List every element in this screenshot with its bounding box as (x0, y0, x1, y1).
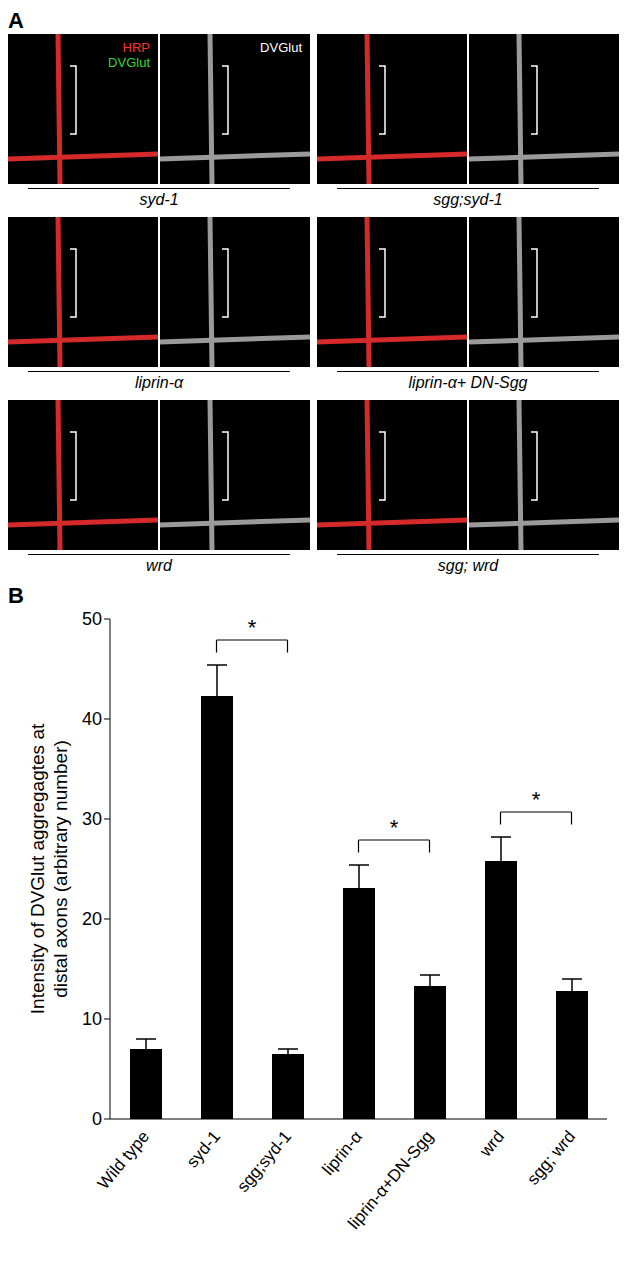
html-text:DVGlut: DVGlut (260, 40, 302, 55)
svg-text:liprin-α+DN-Sgg: liprin-α+DN-Sgg (344, 1127, 437, 1233)
html-text:liprin-α: liprin-α (134, 374, 184, 391)
svg-text:sgg; wrd: sgg; wrd (523, 1127, 579, 1188)
html-text:liprin-α+ DN-Sgg: liprin-α+ DN-Sgg (408, 374, 528, 391)
svg-text:10: 10 (82, 1009, 102, 1029)
html-text:HRP: HRP (122, 40, 150, 55)
svg-text:distal axons (arbitrary number: distal axons (arbitrary number) (50, 740, 71, 998)
html-text:wrd: wrd (146, 557, 172, 574)
html-text:A: A (8, 8, 24, 33)
svg-text:40: 40 (82, 709, 102, 729)
html-text:sgg; wrd: sgg; wrd (437, 557, 499, 574)
svg-text:30: 30 (82, 809, 102, 829)
svg-text:liprin-α: liprin-α (319, 1127, 367, 1179)
svg-text:*: * (532, 787, 541, 812)
svg-text:Wild type: Wild type (94, 1127, 153, 1193)
svg-text:20: 20 (82, 909, 102, 929)
svg-text:wrd: wrd (475, 1127, 508, 1161)
svg-text:*: * (390, 815, 399, 840)
html-text:DVGlut: DVGlut (108, 55, 150, 70)
svg-text:sgg;syd-1: sgg;syd-1 (233, 1127, 295, 1196)
svg-text:syd-1: syd-1 (183, 1127, 224, 1171)
html-text:syd-1: syd-1 (139, 191, 179, 208)
svg-text:Intensity of DVGlut aggregagte: Intensity of DVGlut aggregagtes at (27, 723, 48, 1014)
svg-text:50: 50 (82, 609, 102, 629)
html-text:sgg;syd-1: sgg;syd-1 (433, 191, 503, 208)
html-text:B: B (8, 583, 24, 608)
svg-text:*: * (248, 615, 257, 640)
svg-text:0: 0 (92, 1109, 102, 1129)
